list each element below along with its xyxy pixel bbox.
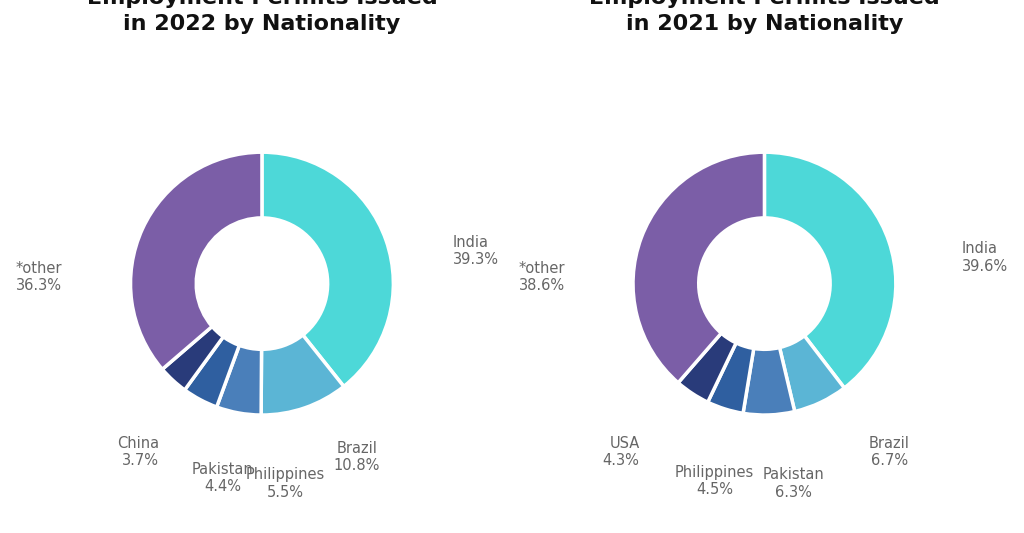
Wedge shape bbox=[743, 348, 795, 415]
Wedge shape bbox=[261, 335, 344, 415]
Wedge shape bbox=[130, 152, 262, 369]
Text: Brazil
6.7%: Brazil 6.7% bbox=[868, 435, 909, 468]
Title: Employment Permits Issued
in 2021 by Nationality: Employment Permits Issued in 2021 by Nat… bbox=[589, 0, 940, 35]
Text: USA
4.3%: USA 4.3% bbox=[603, 435, 640, 468]
Wedge shape bbox=[184, 337, 240, 407]
Text: Philippines
4.5%: Philippines 4.5% bbox=[675, 465, 754, 497]
Text: Pakistan
6.3%: Pakistan 6.3% bbox=[763, 467, 824, 499]
Text: Philippines
5.5%: Philippines 5.5% bbox=[246, 467, 326, 499]
Text: India
39.3%: India 39.3% bbox=[453, 235, 499, 267]
Wedge shape bbox=[708, 343, 754, 413]
Wedge shape bbox=[633, 152, 765, 383]
Wedge shape bbox=[217, 345, 261, 415]
Wedge shape bbox=[779, 336, 845, 411]
Text: Pakistan
4.4%: Pakistan 4.4% bbox=[191, 462, 253, 494]
Wedge shape bbox=[162, 326, 223, 390]
Text: *other
36.3%: *other 36.3% bbox=[15, 261, 62, 293]
Wedge shape bbox=[262, 152, 393, 386]
Wedge shape bbox=[678, 333, 736, 402]
Text: China
3.7%: China 3.7% bbox=[118, 435, 160, 468]
Text: Brazil
10.8%: Brazil 10.8% bbox=[334, 441, 380, 473]
Wedge shape bbox=[765, 152, 896, 388]
Text: *other
38.6%: *other 38.6% bbox=[518, 261, 564, 293]
Text: India
39.6%: India 39.6% bbox=[962, 241, 1008, 273]
Title: Employment Permits Issued
in 2022 by Nationality: Employment Permits Issued in 2022 by Nat… bbox=[87, 0, 437, 35]
